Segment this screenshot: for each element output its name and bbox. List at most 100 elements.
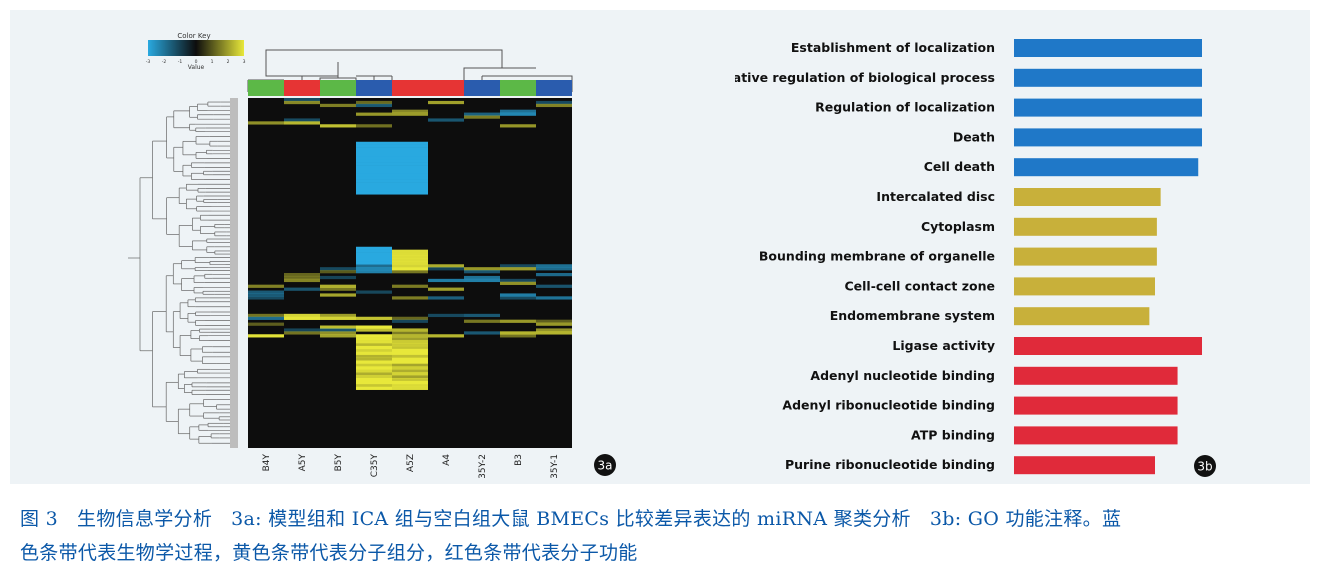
group-color-cell [284,80,320,96]
heatmap-cell [320,124,356,128]
go-term-label: Cytoplasm [921,219,995,234]
sample-label: C35Y-1 [550,454,560,478]
sample-label: B5Y [334,454,344,472]
heatmap-cell [464,115,500,119]
heatmap-cell [320,275,356,280]
heatmap-cell [392,340,428,344]
heatmap-cell [392,258,428,262]
go-term-label: Purine ribonucleotide binding [785,457,995,472]
heatmap-cell [320,284,356,288]
color-key-tick: -3 [146,59,151,65]
heatmap-cell [428,264,464,268]
heatmap-cell [536,267,572,271]
go-term-label: Adenyl nucleotide binding [810,368,995,383]
panel-label-3b: 3b [1194,455,1216,477]
go-bar [1014,307,1150,326]
color-key-tick: -1 [178,59,183,65]
heatmap-cell [356,159,392,163]
heatmap-cell [356,258,392,262]
group-color-bar [248,80,572,96]
heatmap-cell [392,182,428,186]
heatmap-cell [536,328,572,332]
heatmap-cell [392,375,428,379]
heatmap-cell [284,331,320,335]
heatmap-cell [392,150,428,154]
heatmap-cell [284,287,320,291]
heatmap-cell [284,118,320,122]
heatmap-cell [536,100,572,105]
heatmap-cell [356,176,392,180]
heatmap-cell [500,112,536,116]
sample-label: A5Z [406,454,416,472]
heatmap-cell [356,112,392,116]
group-color-cell [320,80,356,96]
heatmap-cell [356,156,392,160]
heatmap-cell [356,328,392,332]
heatmap-cell [356,246,392,250]
heatmap-cell [356,386,392,390]
heatmap-cell [284,328,320,332]
heatmap-cell [536,296,572,300]
heatmap-cell [356,170,392,175]
heatmap-cell [392,380,428,385]
heatmap-cell [392,168,428,172]
heatmap-cell [248,121,284,125]
heatmap-cell [392,188,428,192]
go-term-label: Cell death [924,159,995,174]
go-term-label: Adenyl ribonucleotide binding [782,398,995,413]
heatmap-cell [500,334,536,338]
heatmap-cell [320,325,356,329]
row-side-bar [230,98,238,448]
heatmap-cell [500,319,536,323]
heatmap-figure: Color Key -3 -2 -1 0 1 2 3 Value B4Y A5Y B5Y C35Y… [128,32,616,478]
color-key-tick: -2 [162,59,167,65]
go-term-label: Intercalated disc [876,189,995,204]
heatmap-cell [284,121,320,125]
heatmap-cell [356,372,392,376]
row-dendrogram [128,101,235,444]
heatmap-cell [356,150,392,154]
heatmap-cell [536,273,572,277]
color-key: Color Key -3 -2 -1 0 1 2 3 Value [146,32,246,71]
heatmap-cell [356,162,392,166]
heatmap-cell [536,331,572,335]
heatmap-cell [464,275,500,280]
go-term-label: Death [953,129,995,144]
heatmap-cell [392,386,428,390]
heatmap-cell [392,369,428,373]
heatmap-cell [392,162,428,166]
heatmap-cell [356,340,392,344]
heatmap-cell [392,179,428,183]
heatmap-cell [428,287,464,291]
heatmap-cell [392,165,428,169]
heatmap-cell [392,173,428,178]
heatmap-cell [356,357,392,361]
heatmap-cell [284,98,320,102]
heatmap-cell [356,255,392,259]
heatmap-cell [320,313,356,318]
heatmap-cell [428,278,464,283]
heatmap-cell [500,264,536,268]
heatmap-cell [428,267,464,271]
heatmap-cell [392,112,428,116]
heatmap-cell [392,337,428,341]
go-bar [1014,158,1199,177]
heatmap-cell [320,103,356,108]
heatmap-cell [464,278,500,283]
heatmap-cell [536,264,572,268]
heatmap-cell [536,103,572,108]
go-term-label: ATP binding [911,427,995,442]
heatmap-cell [536,319,572,323]
go-term-label: Ligase activity [892,338,995,353]
go-term-label: Establishment of localization [791,40,995,55]
heatmap-cell [248,296,284,300]
heatmap-cell [392,176,428,180]
heatmap-cell [356,249,392,253]
heatmap-cell [356,325,392,329]
heatmap-cell [500,281,536,285]
go-bar [1014,128,1202,147]
heatmap-cell [356,147,392,151]
heatmap-cell [392,378,428,382]
sample-label: C35Y [370,453,380,477]
heatmap-cell [356,375,392,379]
